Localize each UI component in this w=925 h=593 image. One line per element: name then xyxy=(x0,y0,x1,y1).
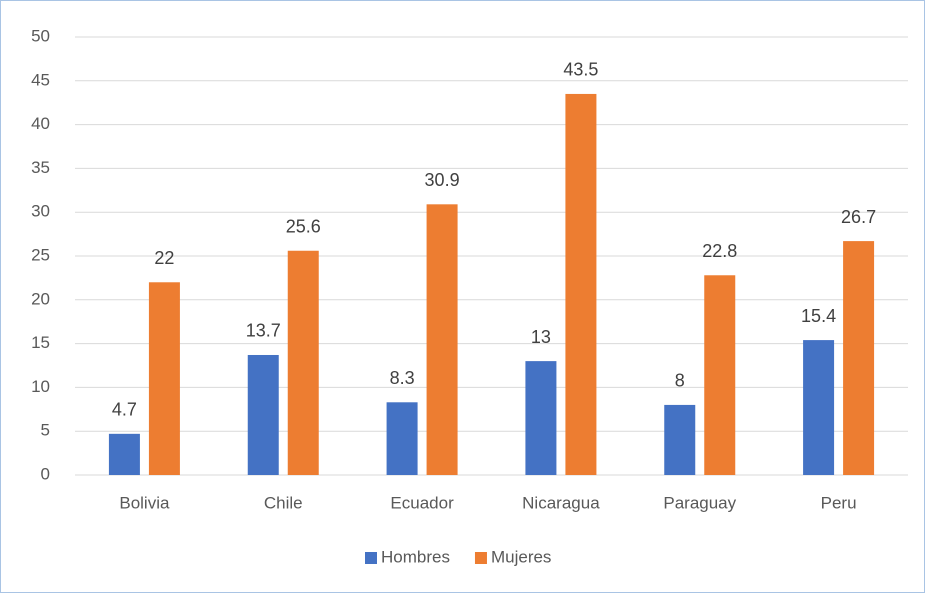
data-label: 22.8 xyxy=(702,241,737,261)
y-tick-label: 10 xyxy=(31,377,50,396)
y-tick-label: 35 xyxy=(31,158,50,177)
data-label: 26.7 xyxy=(841,207,876,227)
x-tick-label: Chile xyxy=(264,493,303,512)
x-tick-label: Ecuador xyxy=(390,493,454,512)
legend-swatch xyxy=(474,552,487,564)
data-label: 8 xyxy=(675,371,685,391)
data-label: 8.3 xyxy=(390,368,415,388)
bar xyxy=(843,241,875,475)
x-tick-label: Peru xyxy=(821,493,857,512)
bar xyxy=(664,404,696,475)
bar xyxy=(247,354,279,475)
data-label: 13 xyxy=(531,327,551,347)
bar xyxy=(426,204,458,476)
y-tick-label: 45 xyxy=(31,70,50,89)
x-tick-label: Nicaragua xyxy=(522,493,600,512)
bar xyxy=(525,361,557,475)
data-label: 4.7 xyxy=(112,400,137,420)
y-tick-label: 30 xyxy=(31,202,50,221)
bar xyxy=(386,402,418,475)
y-tick-label: 0 xyxy=(41,464,50,483)
y-tick-label: 25 xyxy=(31,245,50,264)
bar xyxy=(108,433,140,475)
bar xyxy=(704,275,736,475)
data-label: 30.9 xyxy=(425,170,460,190)
bar xyxy=(287,250,319,475)
x-tick-label: Bolivia xyxy=(119,493,170,512)
legend-label: Mujeres xyxy=(491,547,551,566)
legend-swatch xyxy=(365,552,377,564)
legend-label: Hombres xyxy=(381,547,450,566)
y-tick-label: 20 xyxy=(31,289,50,308)
data-label: 13.7 xyxy=(246,321,281,341)
data-label: 15.4 xyxy=(801,306,836,326)
x-tick-label: Paraguay xyxy=(663,493,736,512)
y-tick-label: 40 xyxy=(31,114,50,133)
bar xyxy=(148,282,180,475)
bar xyxy=(803,340,835,475)
bar xyxy=(565,93,597,475)
y-tick-label: 15 xyxy=(31,333,50,352)
data-label: 25.6 xyxy=(286,216,321,236)
data-label: 43.5 xyxy=(563,60,598,80)
y-tick-label: 5 xyxy=(41,421,50,440)
y-tick-label: 50 xyxy=(31,26,50,45)
data-label: 22 xyxy=(154,248,174,268)
